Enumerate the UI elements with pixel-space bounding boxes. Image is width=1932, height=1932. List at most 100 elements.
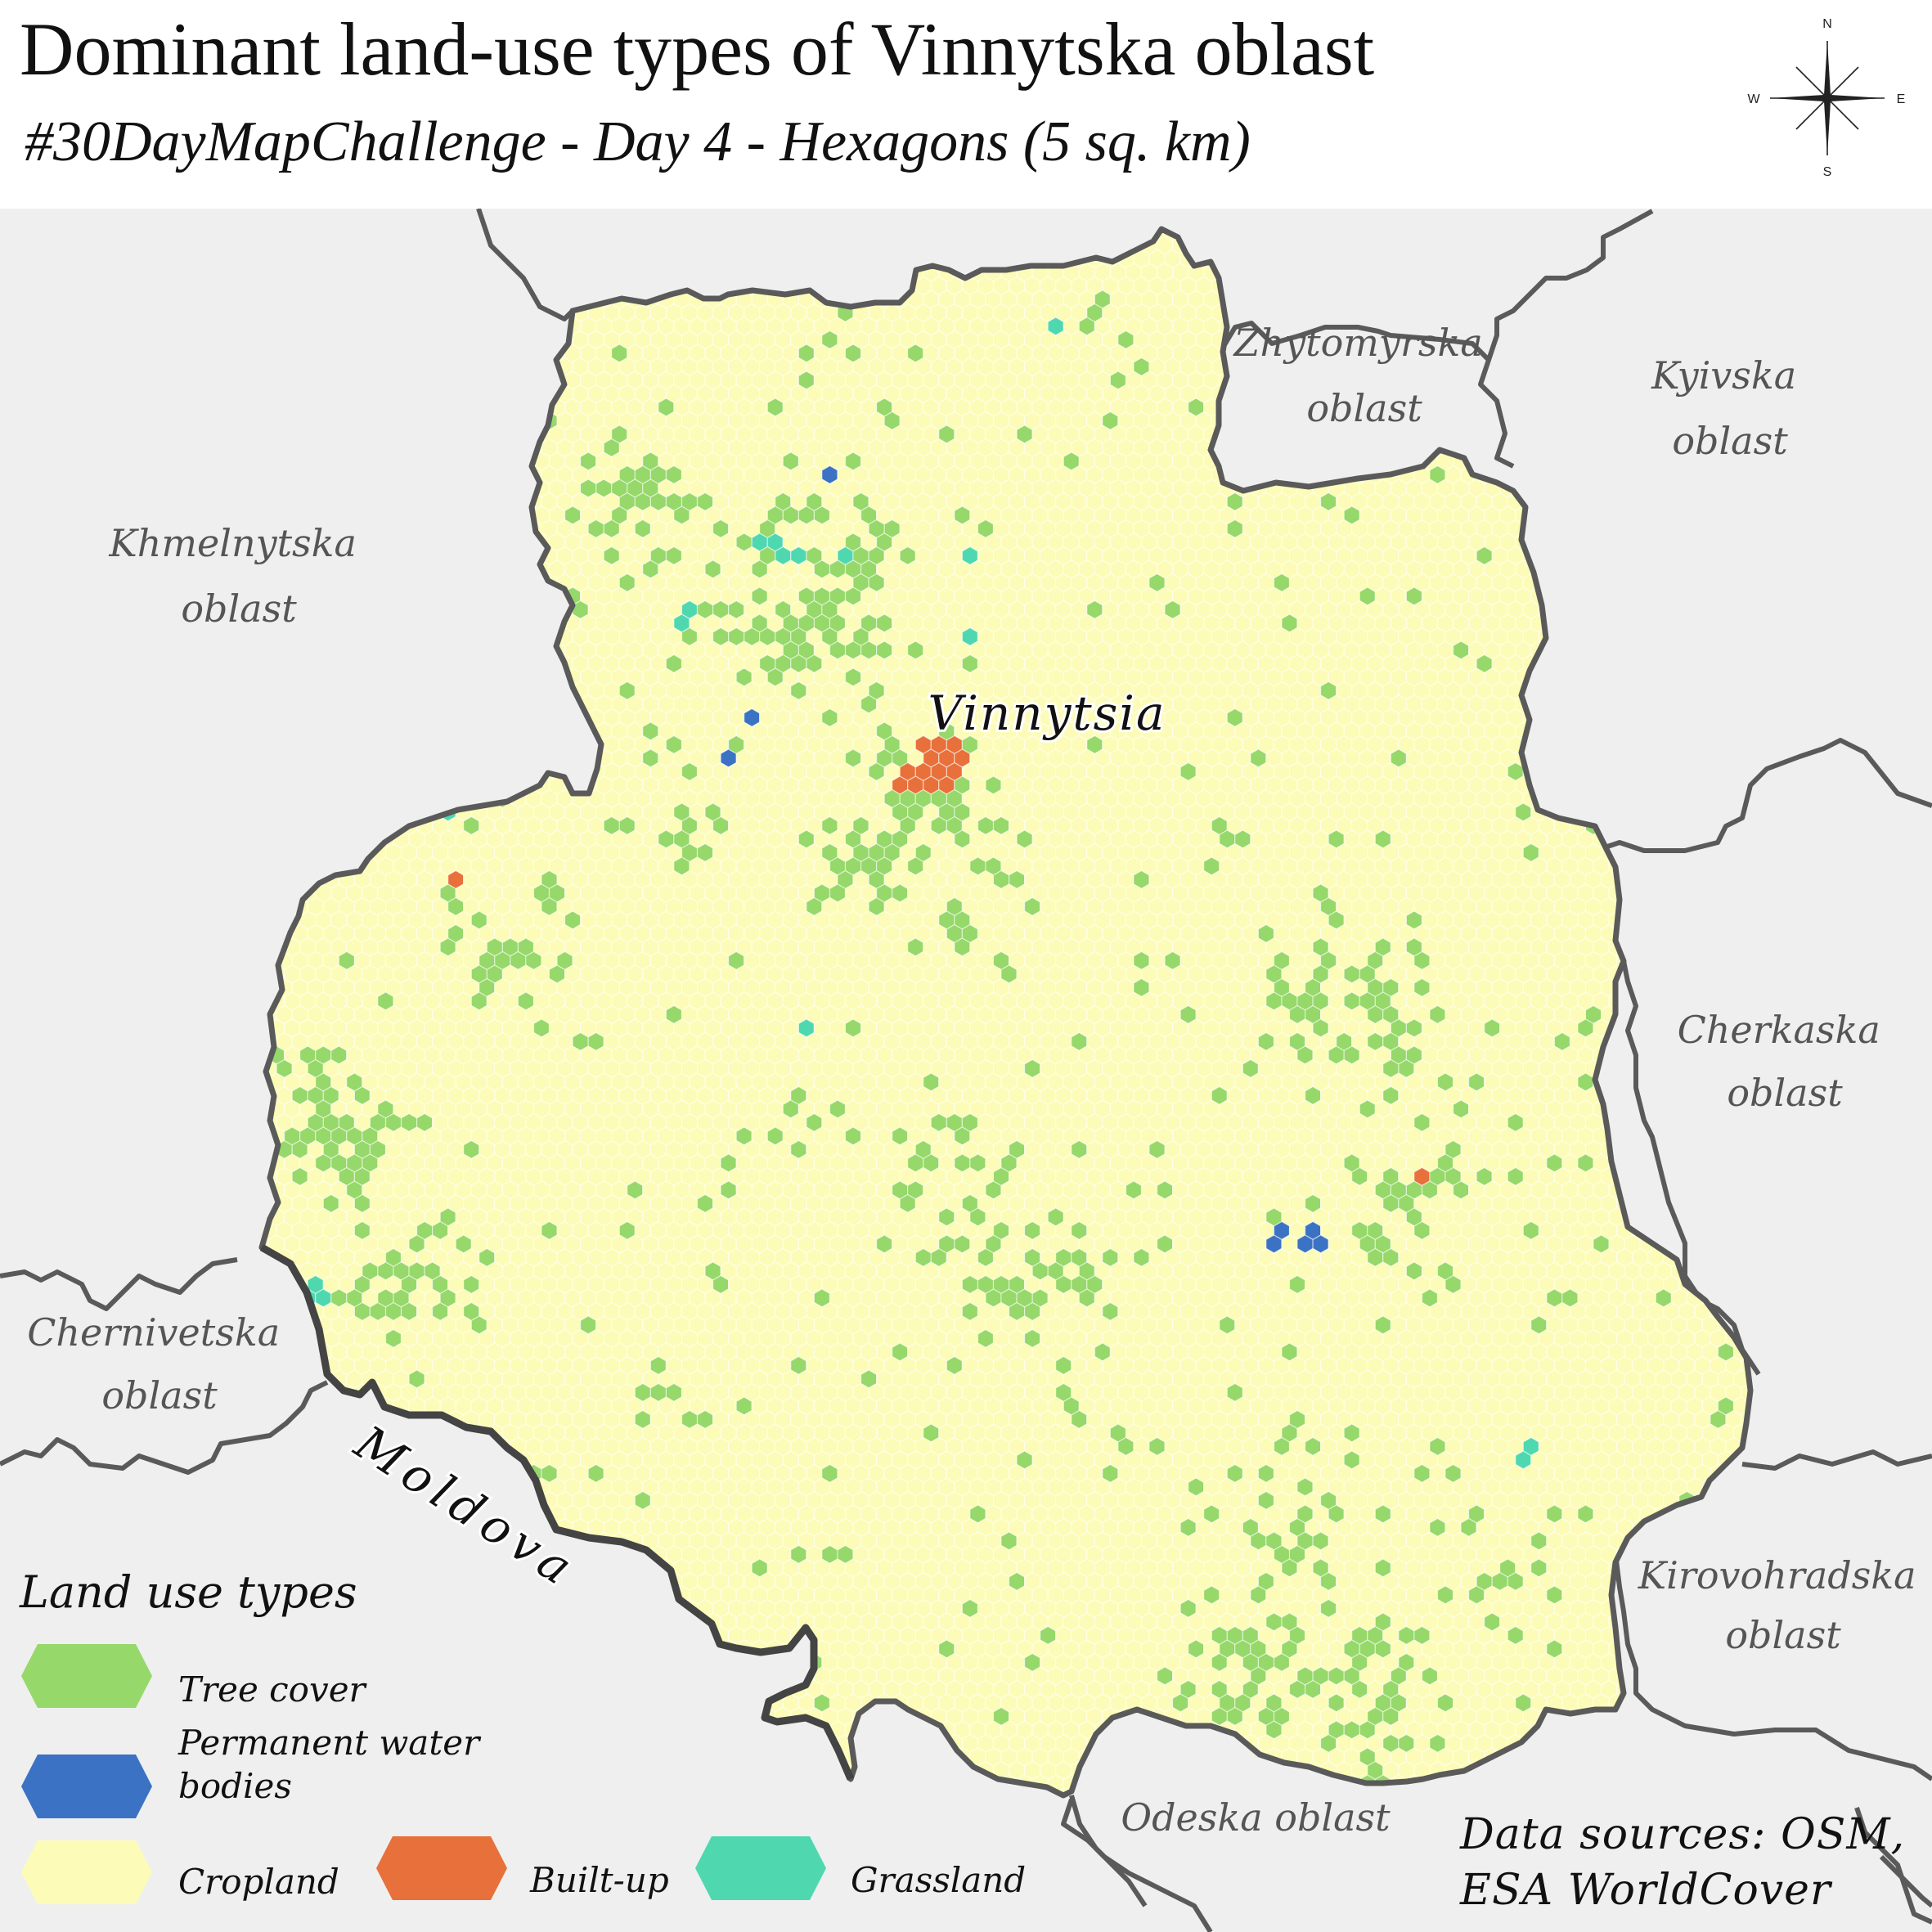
- hex-cell: [1577, 290, 1594, 309]
- hex-cell: [463, 249, 480, 269]
- hex-cell: [579, 236, 597, 255]
- hex-cell: [262, 438, 277, 458]
- hex-cell: [1710, 600, 1727, 620]
- hex-cell: [1343, 263, 1360, 282]
- hex-cell: [775, 249, 792, 269]
- hex-cell: [494, 762, 511, 782]
- hex-cell: [1600, 357, 1618, 377]
- hex-cell: [416, 411, 434, 431]
- hex-cell: [245, 871, 261, 889]
- hex-cell: [1819, 628, 1835, 646]
- hex-cell: [1374, 290, 1392, 309]
- hex-cell: [1608, 263, 1625, 282]
- hex-cell: [1670, 398, 1687, 417]
- hex-cell: [1701, 236, 1719, 255]
- hex-cell: [486, 559, 504, 579]
- hex-cell: [262, 735, 277, 755]
- hex-cell: [262, 398, 270, 417]
- hex-cell: [1273, 384, 1291, 404]
- hex-cell: [1765, 857, 1781, 875]
- hex-cell: [424, 694, 441, 714]
- hex-cell: [384, 411, 402, 431]
- hex-cell: [1530, 748, 1548, 768]
- hex-cell: [1757, 250, 1772, 268]
- hex-cell: [954, 236, 971, 255]
- hex-cell: [1701, 532, 1719, 552]
- hex-cell: [353, 627, 371, 647]
- hex-cell: [1717, 290, 1735, 309]
- hex-cell: [1328, 236, 1345, 255]
- hex-cell: [315, 802, 332, 822]
- hex-cell: [1655, 721, 1672, 741]
- hex-cell: [408, 505, 425, 525]
- hex-cell: [1655, 694, 1672, 714]
- hex-cell: [322, 815, 339, 836]
- hex-cell: [346, 829, 363, 849]
- hex-cell: [782, 236, 800, 255]
- hex-cell: [479, 411, 496, 431]
- hex-cell: [548, 290, 566, 309]
- hex-cell: [262, 330, 277, 350]
- hex-cell: [1257, 411, 1275, 431]
- hex-cell: [479, 384, 496, 404]
- hex-cell: [431, 465, 449, 485]
- hex-cell: [393, 344, 410, 363]
- hex-cell: [1632, 276, 1649, 296]
- hex-cell: [1624, 505, 1641, 525]
- hex-cell: [1858, 479, 1874, 497]
- hex-cell: [1546, 694, 1563, 714]
- hex-cell: [1647, 438, 1665, 458]
- hex-cell: [377, 559, 394, 579]
- hex-cell: [431, 789, 449, 809]
- hex-cell: [1296, 452, 1314, 471]
- hex-cell: [384, 303, 402, 323]
- hex-cell: [1593, 748, 1610, 768]
- hex-cell: [307, 815, 324, 836]
- hex-cell: [1639, 640, 1656, 660]
- hex-cell: [1632, 627, 1649, 647]
- hex-cell: [416, 627, 434, 647]
- hex-cell: [338, 357, 355, 377]
- hex-cell: [1843, 479, 1858, 497]
- hex-cell: [1781, 776, 1796, 794]
- hex-cell: [393, 802, 410, 822]
- hex-cell: [1546, 640, 1563, 660]
- hex-cell: [1538, 654, 1556, 674]
- hex-cell: [431, 519, 449, 539]
- hex-cell: [1694, 627, 1711, 647]
- hex-cell: [1429, 384, 1446, 404]
- hex-cell: [1812, 398, 1827, 416]
- hex-cell: [384, 465, 402, 485]
- hex-cell: [1647, 546, 1665, 566]
- hex-cell: [1312, 236, 1329, 255]
- hex-cell: [322, 842, 339, 863]
- hex-cell: [486, 721, 504, 741]
- hex-cell: [1436, 425, 1454, 444]
- hex-cell: [262, 708, 277, 728]
- hex-cell: [431, 708, 449, 728]
- hex-cell: [284, 479, 301, 498]
- hex-cell: [299, 586, 317, 606]
- hex-cell: [362, 802, 379, 822]
- hex-cell: [1530, 505, 1548, 525]
- hex-cell: [1732, 317, 1750, 336]
- hex-cell: [510, 330, 527, 350]
- hex-cell: [447, 411, 465, 431]
- hex-cell: [1476, 249, 1493, 269]
- hex-cell: [1390, 236, 1408, 255]
- hex-cell: [1328, 452, 1345, 471]
- hex-cell: [447, 546, 465, 566]
- hex-cell: [1336, 249, 1353, 269]
- hex-cell: [1725, 546, 1742, 566]
- hex-cell: [1843, 452, 1858, 470]
- hex-cell: [1843, 263, 1858, 281]
- hex-cell: [1804, 574, 1819, 592]
- hex-cell: [1639, 559, 1656, 579]
- hex-cell: [245, 385, 261, 403]
- hex-cell: [362, 694, 379, 714]
- hex-cell: [1749, 290, 1750, 309]
- hex-cell: [384, 546, 402, 566]
- hex-cell: [1686, 667, 1703, 687]
- hex-cell: [852, 276, 869, 296]
- hex-cell: [393, 425, 410, 444]
